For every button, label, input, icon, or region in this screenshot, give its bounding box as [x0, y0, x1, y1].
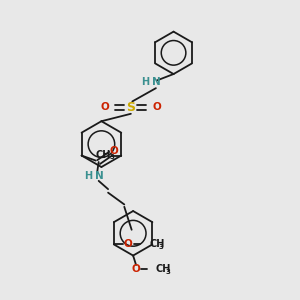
Text: CH: CH — [96, 150, 111, 160]
Text: 3: 3 — [159, 244, 164, 250]
Text: O: O — [123, 239, 132, 249]
Text: O: O — [132, 264, 140, 274]
Text: H: H — [84, 171, 92, 181]
Text: N: N — [95, 171, 103, 181]
Text: 3: 3 — [109, 154, 114, 160]
Text: S: S — [126, 101, 135, 114]
Text: O: O — [100, 102, 109, 112]
Text: CH: CH — [155, 264, 171, 274]
Text: H: H — [141, 77, 149, 87]
Text: CH: CH — [149, 239, 164, 249]
Text: 3: 3 — [165, 269, 170, 275]
Text: O: O — [110, 146, 118, 156]
Text: O: O — [153, 102, 161, 112]
Text: N: N — [152, 77, 161, 87]
